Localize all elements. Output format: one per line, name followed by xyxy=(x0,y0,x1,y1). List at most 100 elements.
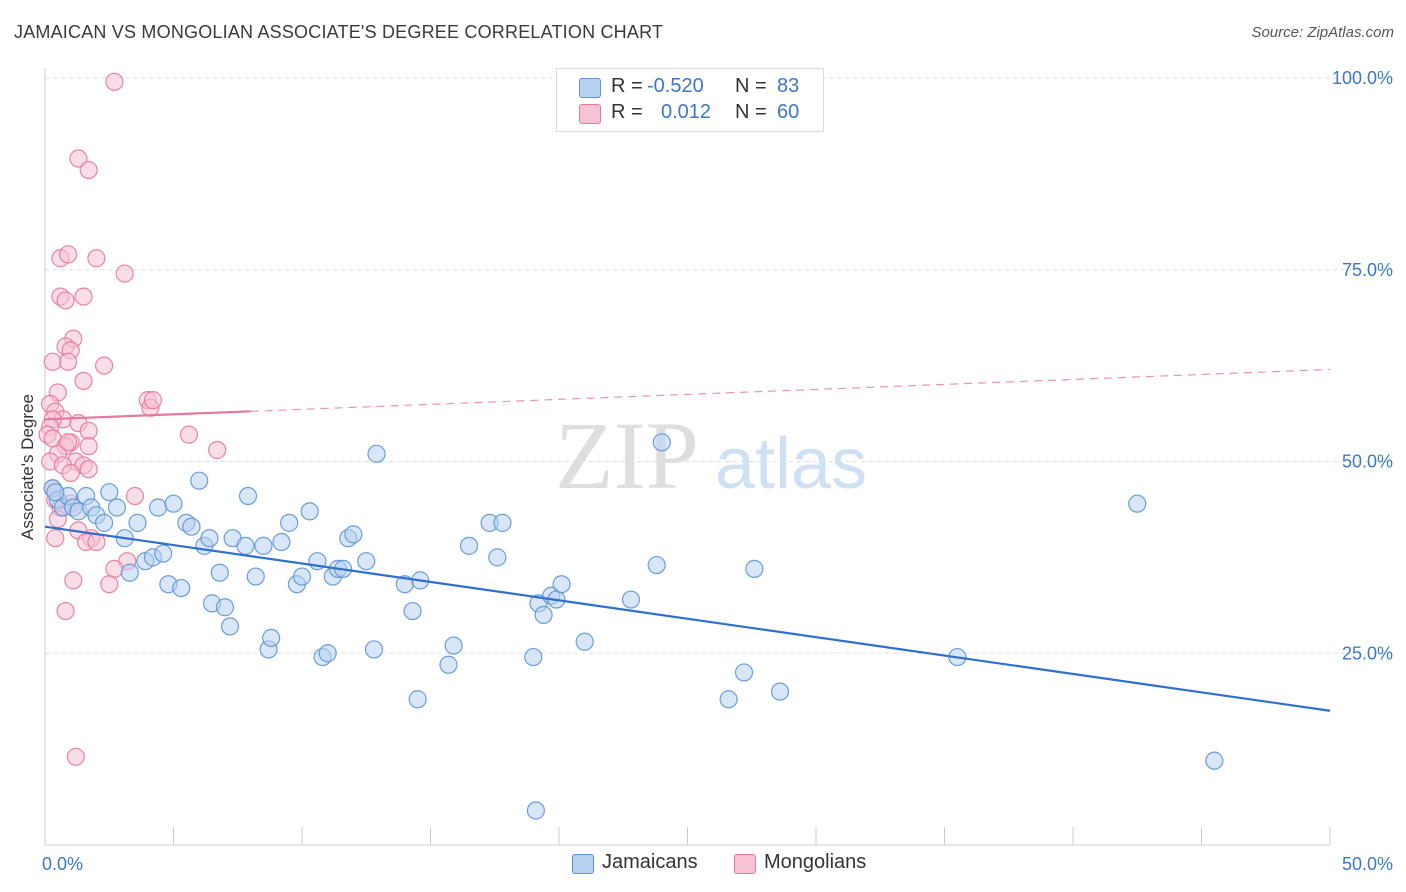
jamaican-point xyxy=(652,433,671,452)
jamaican-point xyxy=(280,513,299,532)
mongolian-point xyxy=(87,249,106,268)
legend-label-jamaicans: Jamaicans xyxy=(602,851,698,873)
mongolian-point xyxy=(100,575,119,594)
y-tick-label: 25.0% xyxy=(1342,643,1393,663)
mongolian-point xyxy=(74,287,93,306)
mongolian-point xyxy=(59,245,78,264)
jamaican-point xyxy=(621,590,641,609)
jamaican-point xyxy=(46,483,65,502)
mongolian-point xyxy=(74,371,93,391)
trend-line-jamaicans xyxy=(44,525,1331,712)
jamaican-point xyxy=(238,486,258,506)
mongolian-point xyxy=(69,149,88,168)
series-jamaicans xyxy=(43,433,1224,820)
tick-labels: 25.0% 50.0% 75.0% 100.0% 0.0% 50.0% xyxy=(42,68,1393,874)
mongolian-point xyxy=(105,559,124,578)
jamaican-point xyxy=(120,563,139,582)
correlation-legend: R = -0.520 N = 83 R = 0.012 N = 60 xyxy=(556,68,824,132)
r-label: R = xyxy=(611,101,643,123)
jamaican-point xyxy=(172,578,191,598)
mongolian-swatch xyxy=(579,104,601,124)
jamaican-point xyxy=(182,517,201,536)
jamaican-point xyxy=(236,536,255,555)
jamaican-point xyxy=(148,498,168,517)
jamaican-point xyxy=(1205,751,1224,770)
mongolian-swatch xyxy=(734,854,756,874)
mongolian-point xyxy=(64,571,83,590)
mongolian-point xyxy=(105,72,124,91)
jamaican-point xyxy=(292,567,312,586)
mongolian-point xyxy=(125,486,145,506)
mongolian-point xyxy=(59,433,78,452)
n-label: N = xyxy=(735,75,767,97)
y-tick-label: 50.0% xyxy=(1342,452,1393,472)
jamaican-point xyxy=(408,690,427,709)
jamaican-point xyxy=(364,640,384,659)
watermark: ZIP atlas xyxy=(555,402,867,509)
jamaican-point xyxy=(272,532,291,552)
mongolian-point xyxy=(95,356,114,375)
mongolian-point xyxy=(46,529,65,548)
jamaican-swatch xyxy=(579,78,601,98)
jamaican-point xyxy=(770,682,790,701)
n-value: 60 xyxy=(777,101,800,123)
jamaican-point xyxy=(575,632,594,651)
jamaican-point xyxy=(552,575,571,594)
jamaican-point xyxy=(357,552,376,571)
jamaican-point xyxy=(647,555,666,575)
jamaican-point xyxy=(493,513,512,532)
n-value: 83 xyxy=(777,75,800,97)
mongolian-point xyxy=(61,463,80,483)
jamaican-point xyxy=(719,690,738,709)
jamaican-swatch xyxy=(572,854,594,874)
r-value: 0.012 xyxy=(661,101,712,123)
y-tick-label: 100.0% xyxy=(1332,68,1393,88)
jamaican-point xyxy=(459,536,479,555)
legend-label-mongolians: Mongolians xyxy=(764,851,867,873)
mongolian-point xyxy=(43,352,62,371)
mongolian-point xyxy=(79,460,98,479)
r-value: -0.520 xyxy=(647,75,704,97)
jamaican-point xyxy=(95,513,114,532)
n-label: N = xyxy=(735,101,767,123)
jamaican-point xyxy=(154,544,173,563)
mongolian-point xyxy=(56,291,75,310)
watermark-atlas: atlas xyxy=(715,424,867,504)
jamaican-point xyxy=(190,471,209,490)
jamaican-point xyxy=(745,559,764,578)
jamaican-point xyxy=(488,548,507,567)
x-tick-label: 50.0% xyxy=(1342,854,1393,874)
jamaican-point xyxy=(246,567,265,586)
mongolian-point xyxy=(87,532,106,552)
jamaican-point xyxy=(262,628,281,648)
jamaican-point xyxy=(164,494,183,513)
source-label: Source: ZipAtlas.com xyxy=(1251,24,1394,41)
series-legend: Jamaicans Mongolians xyxy=(0,851,1406,879)
jamaican-point xyxy=(534,605,553,625)
jamaican-point xyxy=(254,536,273,555)
x-tick-label: 0.0% xyxy=(42,854,83,874)
mongolian-point xyxy=(56,601,75,621)
jamaican-point xyxy=(318,644,337,663)
mongolian-point xyxy=(79,437,98,456)
jamaican-point xyxy=(403,601,422,621)
jamaican-point xyxy=(215,598,234,617)
y-tick-label: 75.0% xyxy=(1342,260,1393,280)
jamaican-point xyxy=(210,563,229,582)
mongolian-point xyxy=(79,160,98,180)
watermark-zip: ZIP xyxy=(555,402,699,509)
mongolian-point xyxy=(115,264,134,283)
mongolian-point xyxy=(59,352,78,371)
grid-lines xyxy=(45,77,1392,654)
jamaican-point xyxy=(107,498,127,517)
chart-title: JAMAICAN VS MONGOLIAN ASSOCIATE'S DEGREE… xyxy=(14,22,664,42)
jamaican-point xyxy=(367,444,386,463)
trend-line-extension-mongolians xyxy=(250,368,1331,412)
jamaican-point xyxy=(300,502,319,521)
r-label: R = xyxy=(611,75,643,97)
jamaican-point xyxy=(524,647,543,667)
jamaican-point xyxy=(200,529,219,548)
mongolian-point xyxy=(179,425,199,444)
jamaican-point xyxy=(444,636,463,655)
